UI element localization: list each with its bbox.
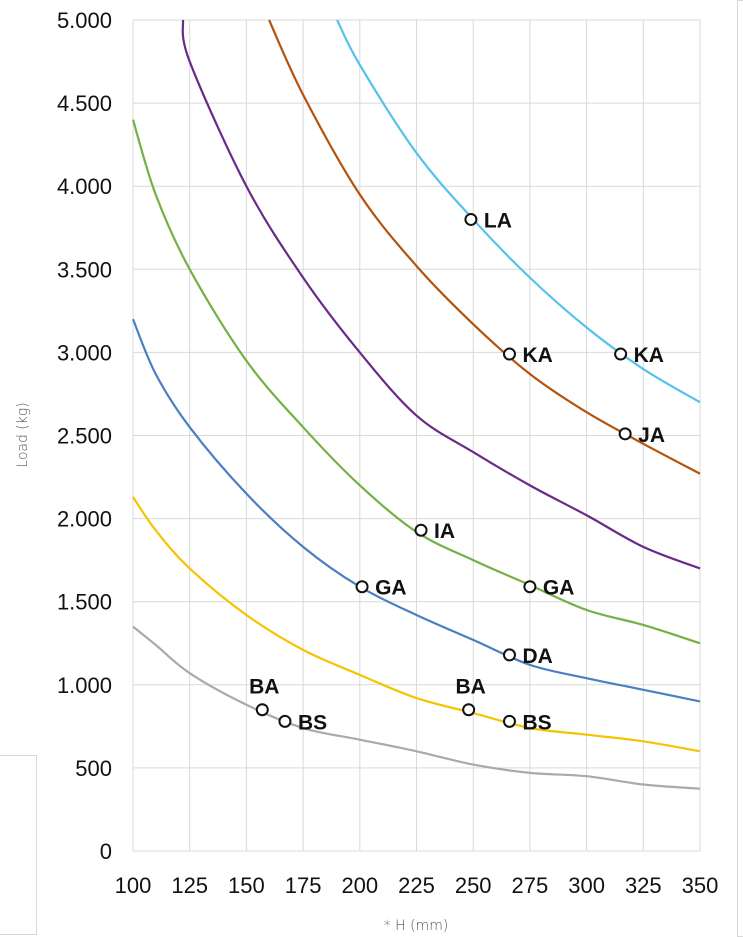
x-tick-label: 325	[625, 873, 662, 898]
grid-lines	[132, 19, 701, 852]
series-line-3	[131, 318, 701, 703]
data-point-marker	[462, 703, 476, 717]
y-tick-label: 4.500	[57, 91, 112, 116]
series-lines	[131, 19, 701, 790]
data-point-label: LA	[484, 209, 512, 232]
x-tick-label: 250	[455, 873, 492, 898]
x-axis-title: * H (mm)	[384, 918, 449, 934]
data-point-marker	[255, 703, 269, 717]
data-point-label: BA	[455, 676, 485, 699]
y-tick-label: 4.000	[57, 174, 112, 199]
y-tick-label: 500	[75, 756, 112, 781]
y-tick-label: 5.000	[57, 8, 112, 33]
x-tick-label: 275	[512, 873, 549, 898]
series-line-4	[131, 119, 701, 645]
y-tick-label: 1.000	[57, 673, 112, 698]
x-tick-label: 125	[171, 873, 208, 898]
data-point-marker	[502, 648, 516, 662]
data-point-marker	[502, 347, 516, 361]
x-tick-label: 350	[682, 873, 719, 898]
y-axis-title: Load (kg)	[15, 402, 31, 467]
data-point-label: IA	[434, 520, 455, 543]
series-line-6	[268, 19, 701, 475]
data-point-label: JA	[638, 424, 665, 447]
data-point-label: KA	[522, 344, 552, 367]
series-line-7	[336, 19, 701, 404]
x-tick-label: 200	[341, 873, 378, 898]
data-points: BA BS GA IA LA BA BS DA KA GA KA JA	[249, 209, 665, 734]
y-tick-label: 1.500	[57, 590, 112, 615]
axis-ticks: 0 500 1.000 1.500 2.000 2.500 3.000 3.500 4.000 4…	[57, 8, 718, 898]
x-tick-label: 100	[115, 873, 152, 898]
data-point-marker	[523, 580, 537, 594]
y-tick-label: 0	[100, 839, 112, 864]
x-tick-label: 300	[568, 873, 605, 898]
right-edge-fragment	[737, 0, 743, 937]
data-point-label: BA	[249, 676, 279, 699]
data-point-label: KA	[634, 344, 664, 367]
data-point-label: DA	[522, 645, 552, 668]
data-point-marker	[614, 347, 628, 361]
data-point-marker	[464, 212, 478, 226]
series-line-2	[132, 496, 701, 753]
data-point-label: GA	[375, 577, 407, 600]
y-tick-label: 2.500	[57, 424, 112, 449]
data-point-label: BS	[298, 711, 327, 734]
x-tick-label: 175	[285, 873, 322, 898]
data-point-label: GA	[543, 577, 575, 600]
series-line-1	[132, 625, 701, 790]
y-tick-label: 3.500	[57, 257, 112, 282]
data-point-marker	[278, 714, 292, 728]
data-point-marker	[502, 714, 516, 728]
data-point-marker	[618, 427, 632, 441]
data-point-marker	[355, 580, 369, 594]
series-line-5	[181, 19, 701, 570]
left-edge-fragment	[0, 755, 37, 935]
data-point-marker	[414, 523, 428, 537]
y-tick-label: 2.000	[57, 507, 112, 532]
y-tick-label: 3.000	[57, 340, 112, 365]
x-tick-label: 225	[398, 873, 435, 898]
data-point-label: BS	[522, 711, 551, 734]
x-tick-label: 150	[228, 873, 265, 898]
